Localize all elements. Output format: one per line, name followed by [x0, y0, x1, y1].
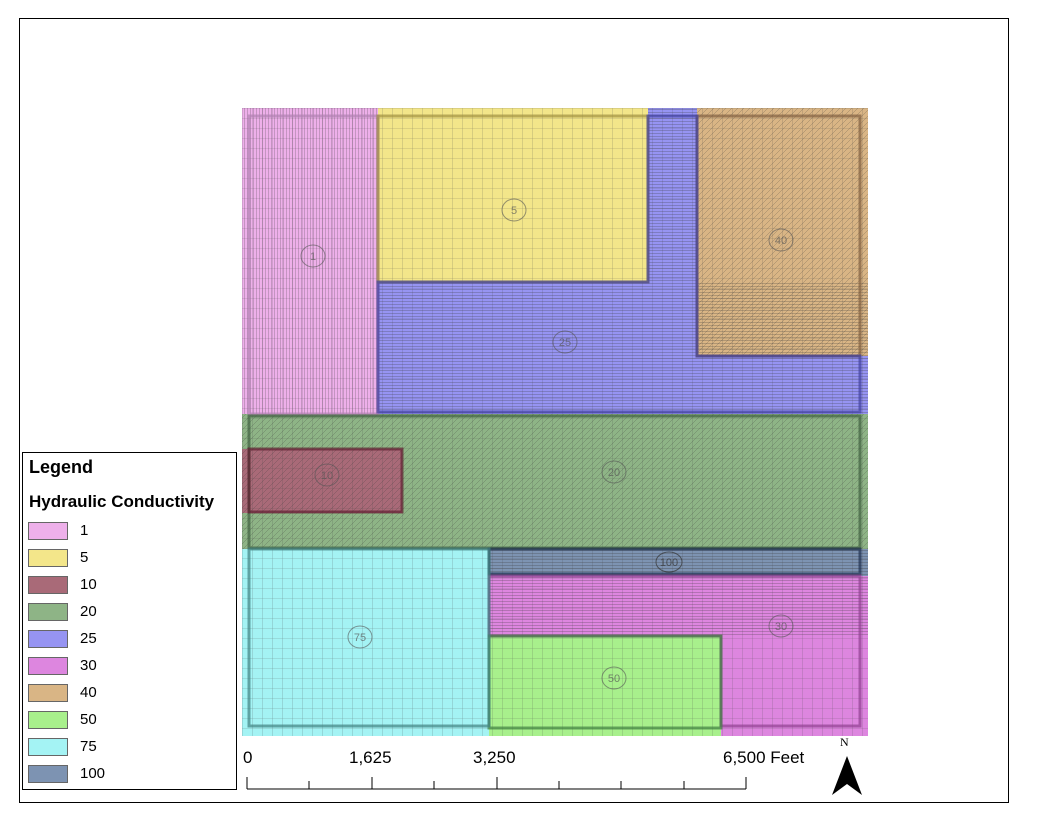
svg-text:40: 40: [775, 235, 787, 247]
legend-swatch: [28, 630, 68, 648]
legend-item: 30: [28, 657, 228, 677]
scale-bar: [246, 777, 747, 790]
legend-label: 30: [80, 657, 97, 674]
model-grid: [242, 108, 868, 736]
legend-label: 100: [80, 765, 106, 782]
legend-label: 75: [80, 738, 97, 755]
scale-label-0: 0: [243, 748, 253, 767]
scale-label-3250: 3,250: [473, 748, 516, 767]
scale-label-1625: 1,625: [349, 748, 392, 767]
zone-label-10: 10: [314, 463, 340, 487]
zone-label-25: 25: [552, 330, 578, 354]
scale-label-6500: 6,500 Feet: [723, 748, 805, 767]
legend-item: 10: [28, 576, 228, 596]
legend-item: 20: [28, 603, 228, 623]
zone-label-40: 40: [768, 228, 794, 252]
zone-label-1: 1: [300, 244, 326, 268]
legend-swatch: [28, 549, 68, 567]
zone-label-50: 50: [601, 666, 627, 690]
legend-label: 25: [80, 630, 97, 647]
zone-label-5: 5: [501, 198, 527, 222]
svg-text:10: 10: [321, 470, 333, 482]
svg-text:5: 5: [511, 205, 517, 217]
north-arrow-label: N: [840, 735, 849, 749]
legend-title: Legend: [29, 457, 94, 477]
legend-swatch: [28, 711, 68, 729]
legend-swatch: [28, 576, 68, 594]
legend-panel: Legend Hydraulic Conductivity 1 5 10 20 …: [22, 452, 237, 790]
legend-label: 5: [80, 549, 89, 566]
svg-text:100: 100: [660, 557, 678, 569]
legend-swatch: [28, 738, 68, 756]
legend-label: 10: [80, 576, 97, 593]
zone-outlines: [247, 114, 862, 730]
svg-text:50: 50: [608, 673, 620, 685]
legend-item: 40: [28, 684, 228, 704]
zone-label-75: 75: [347, 625, 373, 649]
legend-swatch: [28, 603, 68, 621]
legend-label: 1: [80, 522, 89, 539]
legend-subtitle: Hydraulic Conductivity: [29, 492, 215, 511]
legend-label: 40: [80, 684, 97, 701]
zone-label-20: 20: [601, 460, 627, 484]
svg-text:1: 1: [310, 251, 316, 263]
legend-swatch: [28, 684, 68, 702]
zone-label-30: 30: [768, 614, 794, 638]
legend-item: 100: [28, 765, 228, 785]
zone-label-100: 100: [655, 551, 683, 573]
legend-label: 50: [80, 711, 97, 728]
legend-item: 75: [28, 738, 228, 758]
legend-item: 1: [28, 522, 228, 542]
legend-item: 5: [28, 549, 228, 569]
legend-item: 25: [28, 630, 228, 650]
legend-label: 20: [80, 603, 97, 620]
legend-swatch: [28, 765, 68, 783]
legend-swatch: [28, 522, 68, 540]
svg-text:25: 25: [559, 337, 571, 349]
north-arrow-icon: [832, 756, 862, 795]
svg-text:75: 75: [354, 632, 366, 644]
legend-item: 50: [28, 711, 228, 731]
legend-swatch: [28, 657, 68, 675]
svg-text:30: 30: [775, 621, 787, 633]
svg-text:20: 20: [608, 467, 620, 479]
